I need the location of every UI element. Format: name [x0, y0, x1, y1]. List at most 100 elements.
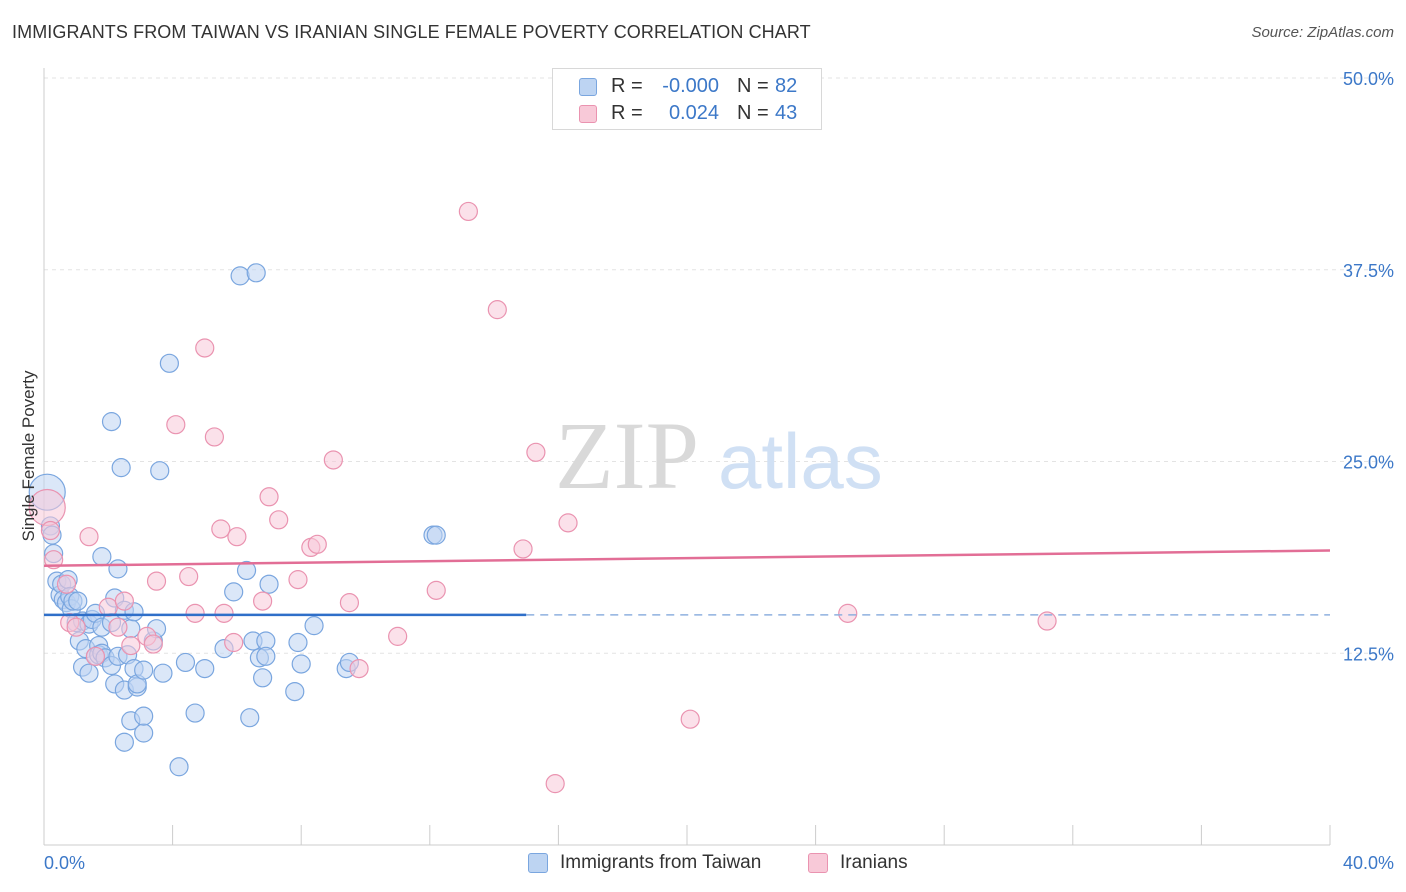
trend-lines [43, 549, 1331, 617]
point-iranians [227, 527, 247, 547]
n-value-iranians: 43 [775, 102, 798, 124]
point-iranians [558, 513, 578, 533]
r-value-taiwan: -0.000 [662, 75, 719, 97]
point-iranians [204, 427, 224, 447]
legend-label-iranians: Iranians [840, 852, 908, 873]
point-taiwan [291, 654, 311, 674]
point-taiwan [111, 458, 131, 478]
point-iranians [838, 603, 858, 623]
point-iranians [253, 591, 273, 611]
point-taiwan [101, 412, 122, 432]
point-iranians [269, 510, 289, 530]
point-taiwan [175, 652, 196, 673]
point-taiwan [288, 632, 308, 653]
point-taiwan [79, 663, 99, 683]
point-iranians [195, 338, 215, 358]
point-iranians [79, 527, 99, 547]
point-taiwan [92, 547, 112, 567]
axes [43, 68, 1331, 846]
point-taiwan [153, 663, 173, 683]
x-tick-label-min: 0.0% [44, 853, 85, 873]
watermark-zip: ZIP [555, 402, 699, 509]
r-label: R = [611, 75, 643, 97]
point-iranians [323, 450, 343, 470]
point-taiwan [240, 708, 260, 728]
point-iranians [1037, 611, 1057, 631]
point-iranians [307, 534, 327, 554]
point-iranians [146, 571, 167, 591]
point-taiwan [253, 668, 273, 688]
point-iranians [526, 442, 546, 462]
series-iranians-points [28, 201, 1057, 794]
point-iranians [487, 300, 507, 320]
point-iranians [388, 626, 408, 646]
point-iranians [108, 617, 128, 637]
point-taiwan [114, 732, 134, 752]
point-taiwan [304, 616, 324, 636]
point-iranians [85, 646, 106, 666]
legend-swatch-taiwan [579, 78, 597, 96]
point-iranians [114, 591, 134, 611]
point-iranians [56, 574, 77, 594]
point-iranians [143, 634, 163, 654]
legend-swatch-taiwan [528, 853, 548, 873]
point-taiwan [256, 646, 276, 666]
point-iranians [680, 709, 700, 729]
x-tick-label-max: 40.0% [1343, 853, 1394, 873]
point-iranians [211, 519, 231, 539]
y-tick-label: 50.0% [1343, 69, 1394, 89]
point-taiwan [246, 263, 266, 283]
point-iranians [458, 201, 478, 222]
series-taiwan-points [28, 263, 446, 777]
point-taiwan [230, 266, 250, 286]
y-tick-labels: 12.5% 25.0% 37.5% 50.0% [1343, 69, 1394, 664]
point-iranians [98, 597, 118, 617]
r-label: R = [611, 102, 643, 124]
trend-line-iranians [43, 549, 1331, 568]
point-iranians [545, 774, 565, 794]
point-taiwan [159, 353, 179, 373]
chart-source: Source: ZipAtlas.com [1251, 24, 1394, 41]
point-taiwan [68, 591, 88, 611]
point-iranians [426, 580, 446, 600]
point-taiwan [236, 560, 257, 581]
point-iranians [185, 603, 205, 623]
point-taiwan [169, 757, 189, 777]
point-iranians [121, 635, 141, 656]
n-value-taiwan: 82 [775, 75, 798, 97]
point-iranians [66, 617, 86, 637]
n-label: N = [737, 75, 769, 97]
r-value-iranians: 0.024 [668, 102, 719, 124]
stats-legend: R = -0.000 N = 82 R = 0.024 N = 43 [552, 68, 822, 130]
point-iranians [166, 415, 186, 435]
watermark: ZIP atlas [555, 402, 883, 509]
point-iranians [349, 658, 369, 679]
legend-swatch-iranians [579, 105, 597, 123]
point-taiwan [185, 703, 205, 723]
point-iranians [513, 539, 533, 559]
point-iranians [44, 550, 64, 570]
point-iranians [224, 632, 244, 653]
point-iranians [259, 487, 279, 507]
point-taiwan [259, 574, 279, 594]
point-iranians [214, 603, 234, 623]
y-tick-label: 37.5% [1343, 261, 1394, 281]
point-taiwan [134, 723, 154, 743]
point-taiwan [426, 525, 446, 545]
point-taiwan [134, 706, 154, 726]
point-taiwan [224, 582, 244, 602]
legend-label-taiwan: Immigrants from Taiwan [560, 852, 762, 873]
point-iranians [339, 593, 360, 613]
point-taiwan [108, 559, 128, 579]
point-taiwan [285, 681, 305, 702]
n-label: N = [737, 102, 769, 124]
point-iranians [288, 570, 308, 590]
y-axis-label: Single Female Poverty [19, 370, 38, 542]
point-taiwan [150, 461, 170, 481]
point-iranians [40, 520, 61, 541]
watermark-atlas: atlas [718, 417, 883, 505]
point-iranians [179, 566, 199, 587]
y-tick-label: 25.0% [1343, 453, 1394, 473]
chart-title: IMMIGRANTS FROM TAIWAN VS IRANIAN SINGLE… [12, 22, 811, 42]
